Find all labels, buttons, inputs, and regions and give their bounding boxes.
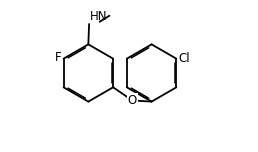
Text: O: O [128,94,137,107]
Text: Cl: Cl [178,52,190,65]
Text: HN: HN [90,10,107,23]
Text: F: F [55,51,61,64]
